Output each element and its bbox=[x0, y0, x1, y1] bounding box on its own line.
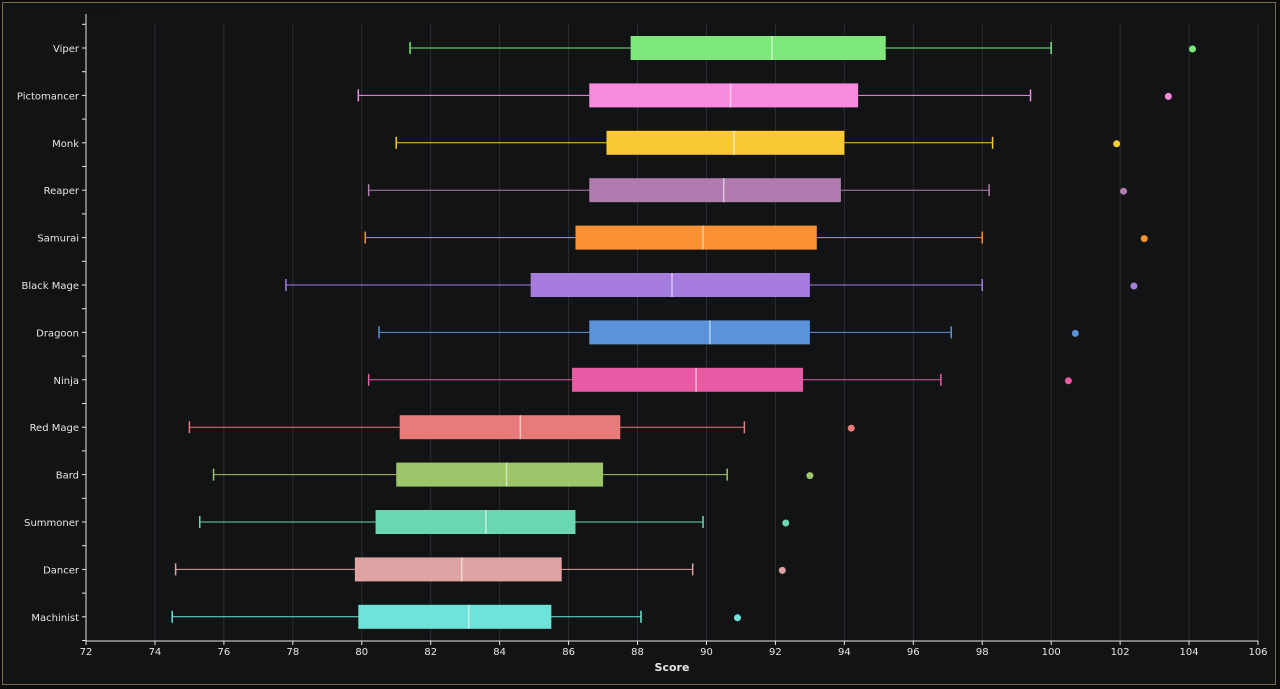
x-tick-label: 78 bbox=[286, 647, 299, 658]
x-tick-label: 72 bbox=[80, 647, 93, 658]
axes: 72 74 76 78 80 82 84 86 88 90 92 94 96 98 100 102 104 106… bbox=[17, 14, 1268, 658]
x-tick-label: 96 bbox=[907, 647, 920, 658]
zoom-label[interactable]: Zoom bbox=[89, 7, 121, 20]
box-dragoon bbox=[378, 320, 1079, 345]
x-tick-label: 76 bbox=[218, 647, 231, 658]
category-label-machinist: Machinist bbox=[31, 613, 79, 624]
outlier-point bbox=[1120, 187, 1128, 195]
boxes bbox=[171, 36, 1197, 629]
category-label-bard: Bard bbox=[56, 471, 79, 482]
x-tick-label: 86 bbox=[562, 647, 575, 658]
iqr-box bbox=[589, 83, 859, 108]
iqr-box bbox=[358, 604, 552, 629]
outlier-point bbox=[1189, 45, 1197, 53]
x-tick-label: 74 bbox=[149, 647, 162, 658]
category-label-monk: Monk bbox=[52, 139, 79, 150]
outlier-point bbox=[1071, 329, 1079, 337]
x-tick-label: 104 bbox=[1180, 647, 1199, 658]
category-label-summoner: Summoner bbox=[24, 518, 80, 529]
outlier-point bbox=[1113, 140, 1121, 148]
x-tick-label: 92 bbox=[769, 647, 782, 658]
iqr-box bbox=[589, 320, 810, 345]
category-label-pictomancer: Pictomancer bbox=[17, 91, 80, 102]
iqr-box bbox=[575, 225, 817, 250]
box-red-mage bbox=[188, 415, 855, 440]
box-ninja bbox=[367, 367, 1072, 392]
x-tick-label: 94 bbox=[838, 647, 851, 658]
category-label-black-mage: Black Mage bbox=[22, 281, 80, 292]
box-dancer bbox=[174, 557, 786, 582]
box-samurai bbox=[364, 225, 1148, 250]
category-label-reaper: Reaper bbox=[44, 186, 80, 197]
x-tick-label: 90 bbox=[700, 647, 713, 658]
iqr-box bbox=[375, 510, 576, 534]
outlier-point bbox=[733, 614, 741, 622]
outlier-point bbox=[1164, 92, 1172, 100]
iqr-box bbox=[530, 273, 810, 297]
outlier-point bbox=[778, 566, 786, 574]
x-tick-label: 82 bbox=[424, 647, 437, 658]
x-tick-label: 88 bbox=[631, 647, 644, 658]
box-reaper bbox=[367, 178, 1128, 203]
box-summoner bbox=[199, 510, 790, 534]
outlier-point bbox=[1140, 235, 1148, 243]
category-label-samurai: Samurai bbox=[37, 234, 79, 245]
iqr-box bbox=[589, 178, 841, 203]
outlier-point bbox=[1130, 282, 1138, 290]
iqr-box bbox=[399, 415, 621, 440]
outlier-point bbox=[782, 519, 790, 527]
x-tick-label: 98 bbox=[976, 647, 989, 658]
box-black-mage bbox=[285, 273, 1138, 297]
iqr-box bbox=[606, 130, 845, 155]
outlier-point bbox=[847, 424, 855, 432]
box-viper bbox=[409, 36, 1197, 60]
iqr-box bbox=[630, 36, 886, 60]
outlier-point bbox=[1064, 377, 1072, 385]
box-machinist bbox=[171, 604, 741, 629]
x-tick-label: 80 bbox=[355, 647, 368, 658]
outlier-point bbox=[806, 472, 814, 480]
iqr-box bbox=[572, 367, 803, 392]
box-bard bbox=[212, 462, 814, 487]
x-tick-label: 106 bbox=[1248, 647, 1267, 658]
iqr-box bbox=[396, 462, 604, 487]
box-pictomancer bbox=[357, 83, 1172, 108]
x-axis-title: Score bbox=[655, 661, 690, 674]
category-label-viper: Viper bbox=[53, 44, 80, 55]
category-label-ninja: Ninja bbox=[53, 376, 79, 387]
x-tick-label: 102 bbox=[1111, 647, 1130, 658]
iqr-box bbox=[354, 557, 562, 582]
category-label-dragoon: Dragoon bbox=[36, 328, 79, 339]
category-label-dancer: Dancer bbox=[43, 565, 80, 576]
category-label-red-mage: Red Mage bbox=[30, 423, 79, 434]
x-tick-label: 100 bbox=[1042, 647, 1061, 658]
box-monk bbox=[395, 130, 1121, 155]
x-tick-label: 84 bbox=[493, 647, 506, 658]
